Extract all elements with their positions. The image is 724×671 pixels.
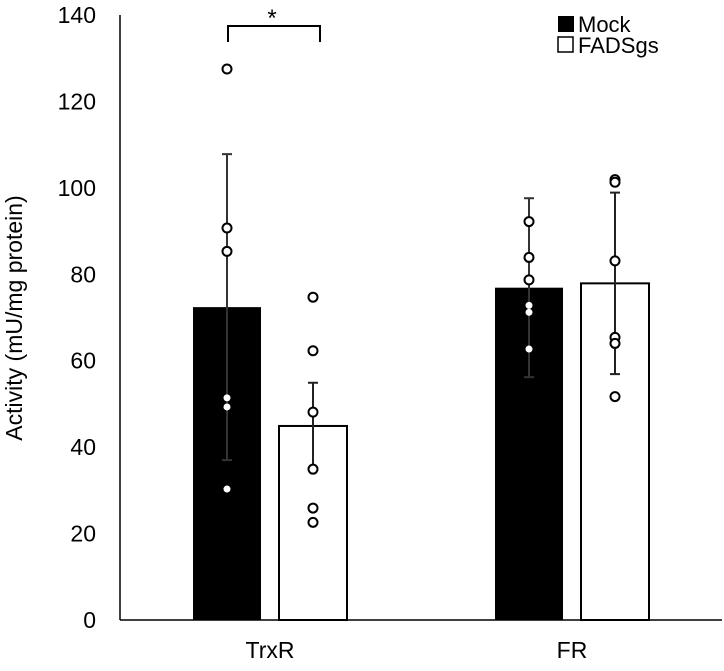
y-tick-label: 80 [70,261,96,287]
data-point [307,502,319,514]
significance-asterisk: * [267,5,276,32]
legend-swatch-mock [558,16,574,32]
data-point [609,255,621,267]
data-point [223,485,231,493]
data-point [609,176,621,188]
data-point [223,403,231,411]
x-tick-label-fr: FR [557,637,588,663]
data-point [609,391,621,403]
data-point [523,216,535,228]
data-point [609,337,621,349]
y-tick-label: 140 [58,2,96,28]
x-tick-label-trxr: TrxR [246,637,295,663]
data-point [221,245,233,257]
data-point [307,516,319,528]
data-point [525,308,533,316]
data-point [525,345,533,353]
y-tick-label: 40 [70,434,96,460]
y-tick-label: 100 [58,175,96,201]
data-point [307,345,319,357]
data-point [223,394,231,402]
data-point [307,463,319,475]
y-tick-label: 120 [58,88,96,114]
y-axis-label: Activity (mU/mg protein) [1,195,27,440]
y-tick-label: 60 [70,348,96,374]
data-point [221,222,233,234]
data-point [525,301,533,309]
legend: Mock FADSgs [557,12,659,58]
y-tick-label: 20 [70,521,96,547]
y-tick-label: 0 [83,607,96,633]
data-point [307,406,319,418]
data-point [221,63,233,75]
data-point [523,274,535,286]
legend-label-fadsgs: FADSgs [578,33,659,58]
legend-swatch-fadsgs [557,36,574,53]
data-point [523,251,535,263]
significance-bracket: * [227,5,321,42]
data-point [307,291,319,303]
legend-label-mock: Mock [578,12,632,37]
